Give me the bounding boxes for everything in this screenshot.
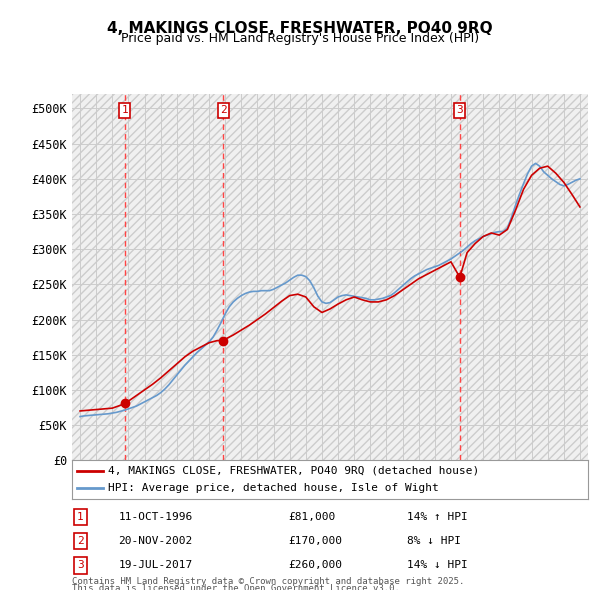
Text: 2: 2 bbox=[77, 536, 84, 546]
Text: 14% ↑ HPI: 14% ↑ HPI bbox=[407, 512, 468, 522]
Text: 4, MAKINGS CLOSE, FRESHWATER, PO40 9RQ (detached house): 4, MAKINGS CLOSE, FRESHWATER, PO40 9RQ (… bbox=[108, 466, 479, 476]
Text: 14% ↓ HPI: 14% ↓ HPI bbox=[407, 560, 468, 570]
Text: 3: 3 bbox=[77, 560, 84, 570]
Text: 4, MAKINGS CLOSE, FRESHWATER, PO40 9RQ: 4, MAKINGS CLOSE, FRESHWATER, PO40 9RQ bbox=[107, 21, 493, 35]
Text: £81,000: £81,000 bbox=[289, 512, 336, 522]
Text: 11-OCT-1996: 11-OCT-1996 bbox=[118, 512, 193, 522]
Text: 2: 2 bbox=[220, 106, 227, 116]
Text: Contains HM Land Registry data © Crown copyright and database right 2025.: Contains HM Land Registry data © Crown c… bbox=[72, 577, 464, 586]
Text: £170,000: £170,000 bbox=[289, 536, 343, 546]
Text: 1: 1 bbox=[77, 512, 84, 522]
Text: Price paid vs. HM Land Registry's House Price Index (HPI): Price paid vs. HM Land Registry's House … bbox=[121, 32, 479, 45]
Text: This data is licensed under the Open Government Licence v3.0.: This data is licensed under the Open Gov… bbox=[72, 584, 400, 590]
Text: £260,000: £260,000 bbox=[289, 560, 343, 570]
Text: HPI: Average price, detached house, Isle of Wight: HPI: Average price, detached house, Isle… bbox=[108, 483, 439, 493]
Text: 8% ↓ HPI: 8% ↓ HPI bbox=[407, 536, 461, 546]
Text: 3: 3 bbox=[457, 106, 463, 116]
Text: 1: 1 bbox=[122, 106, 128, 116]
Text: 19-JUL-2017: 19-JUL-2017 bbox=[118, 560, 193, 570]
Text: 20-NOV-2002: 20-NOV-2002 bbox=[118, 536, 193, 546]
